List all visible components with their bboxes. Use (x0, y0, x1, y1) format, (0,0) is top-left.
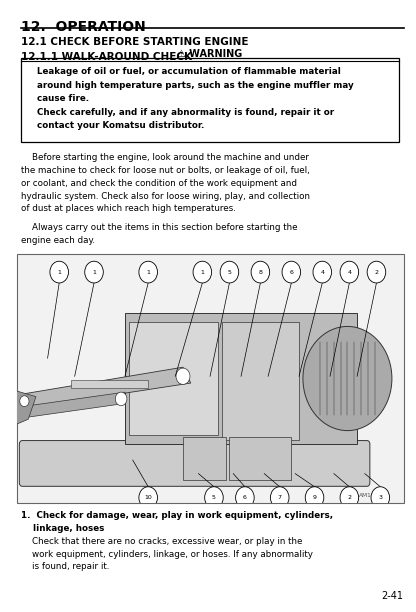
Polygon shape (13, 392, 125, 419)
Text: around high temperature parts, such as the engine muffler may: around high temperature parts, such as t… (37, 81, 354, 90)
FancyBboxPatch shape (71, 380, 148, 387)
Text: 1: 1 (92, 270, 96, 275)
Text: the machine to check for loose nut or bolts, or leakage of oil, fuel,: the machine to check for loose nut or bo… (21, 166, 310, 175)
Text: work equipment, cylinders, linkage, or hoses. If any abnormality: work equipment, cylinders, linkage, or h… (21, 550, 313, 559)
Circle shape (340, 261, 359, 283)
Circle shape (282, 261, 301, 283)
Circle shape (193, 261, 212, 283)
Text: 10: 10 (144, 495, 152, 500)
Circle shape (313, 261, 332, 283)
Text: 3: 3 (378, 495, 382, 500)
Circle shape (176, 368, 190, 384)
Circle shape (115, 392, 127, 406)
Text: AM101920: AM101920 (359, 493, 390, 498)
FancyBboxPatch shape (230, 438, 291, 480)
FancyBboxPatch shape (222, 322, 299, 439)
Circle shape (20, 396, 29, 406)
Circle shape (235, 487, 254, 509)
Circle shape (85, 261, 103, 283)
Text: 1: 1 (201, 270, 204, 275)
Circle shape (371, 487, 390, 509)
Text: 6: 6 (243, 495, 247, 500)
Text: cause fire.: cause fire. (37, 94, 89, 103)
Text: 1.  Check for damage, wear, play in work equipment, cylinders,: 1. Check for damage, wear, play in work … (21, 511, 333, 520)
Text: or coolant, and check the condition of the work equipment and: or coolant, and check the condition of t… (21, 179, 297, 188)
Text: 12.1.1 WALK-AROUND CHECK: 12.1.1 WALK-AROUND CHECK (21, 52, 192, 62)
Circle shape (303, 326, 392, 431)
Text: ⚠ WARNING: ⚠ WARNING (178, 49, 243, 59)
Circle shape (367, 261, 386, 283)
Bar (17, 254, 404, 503)
Text: Before starting the engine, look around the machine and under: Before starting the engine, look around … (21, 153, 309, 162)
Text: is found, repair it.: is found, repair it. (21, 562, 109, 572)
Text: engine each day.: engine each day. (21, 236, 95, 245)
Circle shape (340, 487, 359, 509)
Text: 2: 2 (347, 495, 352, 500)
Text: Check that there are no cracks, excessive wear, or play in the: Check that there are no cracks, excessiv… (21, 537, 302, 546)
Text: hydraulic system. Check also for loose wiring, play, and collection: hydraulic system. Check also for loose w… (21, 192, 310, 201)
Circle shape (220, 261, 239, 283)
FancyBboxPatch shape (20, 441, 370, 487)
Circle shape (50, 261, 69, 283)
Text: 2: 2 (374, 270, 379, 275)
Text: 12.1 CHECK BEFORE STARTING ENGINE: 12.1 CHECK BEFORE STARTING ENGINE (21, 37, 248, 47)
Text: 7: 7 (278, 495, 282, 500)
Text: 8: 8 (258, 270, 262, 275)
Circle shape (270, 487, 289, 509)
FancyBboxPatch shape (125, 313, 357, 444)
Text: 5: 5 (228, 270, 231, 275)
Text: Leakage of oil or fuel, or accumulation of flammable material: Leakage of oil or fuel, or accumulation … (37, 67, 341, 76)
Text: 4: 4 (347, 270, 352, 275)
Text: 4: 4 (320, 270, 324, 275)
Text: 9: 9 (312, 495, 317, 500)
Circle shape (305, 487, 324, 509)
Polygon shape (0, 390, 36, 431)
Text: Always carry out the items in this section before starting the: Always carry out the items in this secti… (21, 223, 297, 233)
FancyBboxPatch shape (183, 438, 225, 480)
Circle shape (205, 487, 223, 509)
Text: 1: 1 (57, 270, 61, 275)
FancyBboxPatch shape (21, 58, 399, 142)
FancyBboxPatch shape (129, 322, 218, 435)
Text: contact your Komatsu distributor.: contact your Komatsu distributor. (37, 121, 205, 130)
Circle shape (139, 261, 158, 283)
Text: 1: 1 (146, 270, 150, 275)
Polygon shape (20, 367, 191, 408)
Circle shape (139, 487, 158, 509)
Text: 6: 6 (290, 270, 293, 275)
Text: of dust at places which reach high temperatures.: of dust at places which reach high tempe… (21, 204, 236, 214)
Text: 12.  OPERATION: 12. OPERATION (21, 20, 146, 34)
Circle shape (251, 261, 270, 283)
Text: linkage, hoses: linkage, hoses (21, 524, 104, 533)
Text: 5: 5 (212, 495, 216, 500)
Text: 2-41: 2-41 (381, 591, 404, 601)
Text: Check carefully, and if any abnormality is found, repair it or: Check carefully, and if any abnormality … (37, 108, 334, 117)
